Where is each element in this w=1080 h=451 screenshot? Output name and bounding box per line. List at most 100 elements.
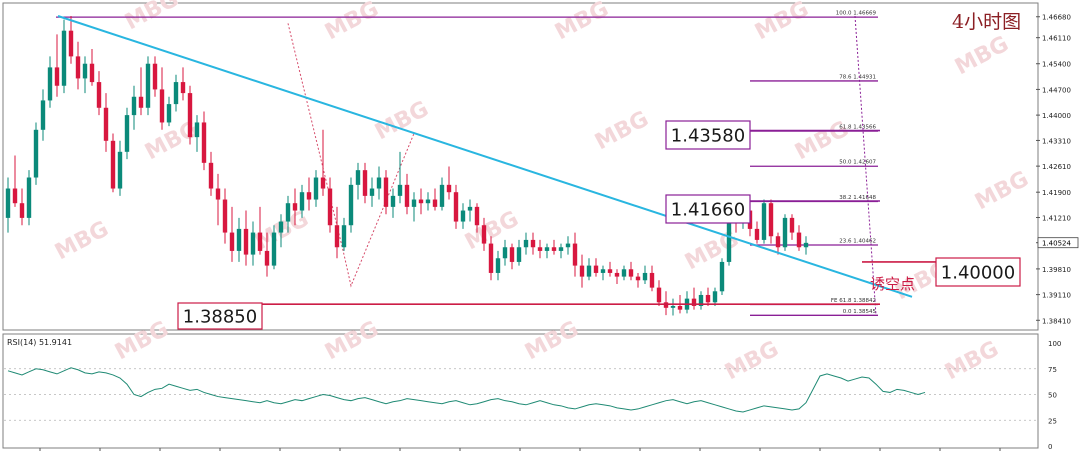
price-tick-label: 1.46680 <box>1042 14 1071 22</box>
candle-body <box>635 276 641 281</box>
rsi-title: RSI(14) 51.9141 <box>7 338 72 347</box>
candle-body <box>47 67 53 101</box>
candle-body <box>355 170 361 185</box>
candle-body <box>159 89 165 123</box>
wave-right-dashed <box>854 15 877 316</box>
candle-body <box>775 236 781 248</box>
fib-level-label: 78.6 1.44931 <box>839 74 876 80</box>
candle-body <box>362 170 368 196</box>
key-level-box <box>177 302 263 330</box>
rsi-tick-label: 25 <box>1048 417 1057 425</box>
candle-body <box>663 302 669 308</box>
candle-body <box>257 232 263 251</box>
price-tick-label: 1.44700 <box>1042 86 1071 94</box>
candle-body <box>173 82 179 105</box>
price-tick-label: 1.41900 <box>1042 189 1071 197</box>
candle-body <box>488 243 494 273</box>
candle-body <box>558 247 564 251</box>
candle-body <box>628 269 634 277</box>
candle-body <box>313 177 319 200</box>
candle-body <box>138 96 144 108</box>
trendline-layer <box>57 15 913 298</box>
candle-body <box>782 217 788 248</box>
candle-body <box>285 203 291 222</box>
candle-body <box>131 96 137 116</box>
fib-level-label: 100.0 1.46669 <box>836 11 877 17</box>
candle-body <box>418 199 424 204</box>
candle-body <box>642 272 648 281</box>
candle-body <box>621 269 627 277</box>
candle-body <box>614 272 620 277</box>
candle-body <box>509 247 515 262</box>
candle-body <box>348 184 354 226</box>
candle-body <box>565 243 571 248</box>
candle-body <box>5 188 11 218</box>
candle-body <box>278 221 284 233</box>
candle-body <box>404 184 410 207</box>
chart-title: 4小时图 <box>952 11 1021 33</box>
annotation-label: 诱空点 <box>870 275 915 293</box>
rsi-line <box>7 367 926 413</box>
candle-body <box>726 214 732 262</box>
candle-body <box>194 122 200 138</box>
price-axis: 1.46680 1.46110 1.45400 1.44700 1.44000 1.433… <box>39 14 1079 451</box>
fib-level-label: FE 61.8 1.38842 <box>831 298 876 304</box>
candle-body <box>712 291 718 303</box>
price-tick-label: 1.43310 <box>1042 137 1071 145</box>
candle-body <box>460 210 466 222</box>
candle-body <box>495 258 501 273</box>
candle-body <box>768 203 774 237</box>
candle-body <box>61 30 67 86</box>
candle-body <box>383 177 389 207</box>
candle-body <box>341 225 347 248</box>
candle-body <box>334 225 340 248</box>
candle-body <box>75 56 81 79</box>
candle-body <box>117 151 123 189</box>
candle-body <box>145 63 151 108</box>
key-level-label: 1.38850 <box>183 307 257 328</box>
candle-body <box>796 232 802 248</box>
candle-body <box>26 177 32 218</box>
candle-body <box>229 232 235 251</box>
candle-body <box>754 228 760 240</box>
candle-body <box>54 67 60 86</box>
candle-body <box>369 188 375 196</box>
descending-trendline <box>57 15 913 298</box>
candle-body <box>607 269 613 273</box>
rsi-tick-label: 100 <box>1048 340 1061 348</box>
candle-body <box>19 203 25 218</box>
key-level-label: 1.40000 <box>941 263 1015 284</box>
candle-body <box>201 122 207 163</box>
candle-body <box>299 192 305 211</box>
candle-body <box>600 269 606 273</box>
candle-body <box>572 243 578 266</box>
candle-body <box>166 104 172 123</box>
candle-body <box>96 82 102 108</box>
key-level-layer: 1.43580 1.41660 1.38850 1.40000 <box>177 120 1021 330</box>
candle-body <box>523 239 529 248</box>
candle-body <box>803 242 809 248</box>
price-tick-label: 1.39810 <box>1042 266 1071 274</box>
candle-body <box>376 177 382 189</box>
rsi-panel <box>2 333 1039 449</box>
candle-body <box>719 261 725 292</box>
candle-body <box>208 162 214 189</box>
candle-body <box>33 129 39 178</box>
fibonacci-retracement: 100.0 1.46669 78.6 1.44931 61.8 1.43566 50.… <box>56 11 878 316</box>
candle-body <box>481 225 487 244</box>
current-price-box <box>1037 237 1079 249</box>
candle-body <box>467 206 473 211</box>
candle-body <box>320 177 326 189</box>
key-level-label: 1.41660 <box>671 200 745 221</box>
candle-body <box>432 199 438 207</box>
candle-body <box>215 188 221 200</box>
fib-level-label: 61.8 1.43566 <box>839 125 876 131</box>
key-level-box <box>665 194 751 224</box>
candle-body <box>180 82 186 94</box>
candle-body <box>656 287 662 303</box>
candle-body <box>68 30 74 57</box>
fib-level-label: 23.6 1.40462 <box>839 238 876 244</box>
price-tick-label: 1.45400 <box>1042 61 1071 69</box>
rsi-tick-label: 50 <box>1048 392 1057 400</box>
